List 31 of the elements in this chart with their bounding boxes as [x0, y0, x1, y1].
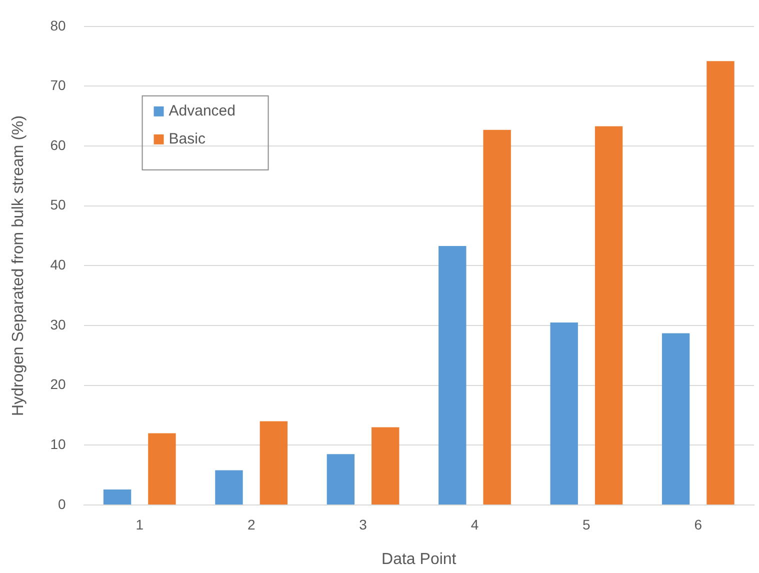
- bar: [483, 130, 511, 504]
- bar: [260, 421, 288, 504]
- y-tick-label: 60: [50, 136, 66, 153]
- bar: [372, 427, 400, 504]
- y-tick-label: 10: [50, 436, 66, 452]
- y-axis-title: Hydrogen Separated from bulk stream (%): [10, 115, 28, 416]
- y-tick-label: 20: [50, 376, 66, 392]
- x-tick-label: 3: [359, 516, 368, 532]
- bar: [103, 489, 132, 504]
- x-axis-title: Data Point: [382, 550, 457, 568]
- bar: [662, 333, 690, 504]
- x-tick-label: 6: [694, 516, 702, 532]
- bar: [706, 61, 734, 504]
- y-tick-label: 30: [50, 316, 66, 332]
- bar: [148, 433, 176, 504]
- y-tick-label: 80: [50, 17, 66, 34]
- legend-label: Advanced: [168, 102, 236, 120]
- bar: [215, 470, 243, 504]
- y-tick-label: 40: [50, 256, 66, 273]
- bar: [550, 322, 578, 504]
- x-tick-label: 4: [470, 516, 479, 532]
- bar: [326, 454, 355, 504]
- y-tick-label: 50: [50, 196, 66, 213]
- bar: [438, 246, 466, 504]
- y-tick-label: 0: [58, 496, 66, 512]
- legend-label: Basic: [168, 130, 206, 148]
- x-tick-label: 5: [582, 516, 591, 532]
- x-tick-label: 1: [136, 516, 144, 532]
- bar: [594, 126, 623, 504]
- y-tick-label: 70: [50, 77, 66, 94]
- x-tick-label: 2: [247, 516, 256, 532]
